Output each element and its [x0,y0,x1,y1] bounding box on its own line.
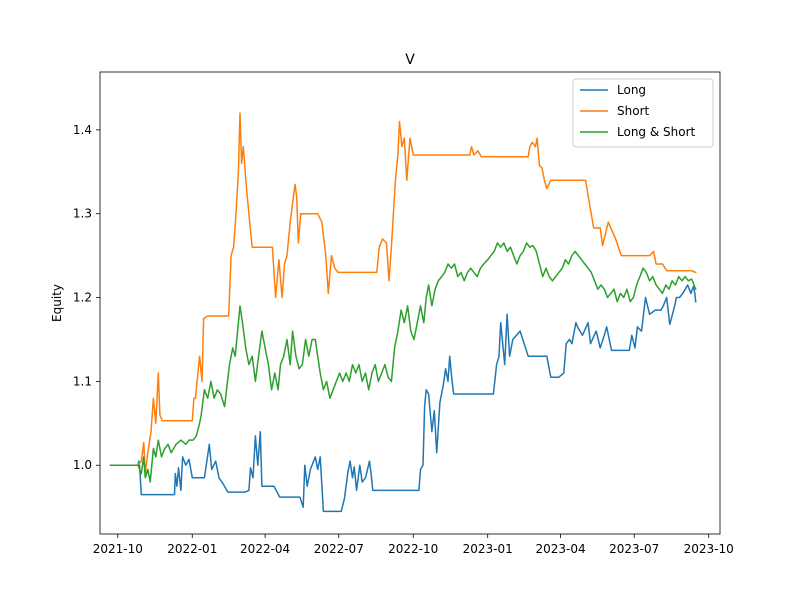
series-line-long [109,284,697,513]
x-tick-label: 2022-04 [240,542,290,556]
legend-label: Long & Short [617,125,696,139]
legend: Long Short Long & Short [572,78,714,148]
y-tick-label: 1.1 [73,374,92,388]
y-axis-ticks: 1.0 1.1 1.2 1.3 1.4 [73,123,100,472]
legend-label: Short [617,104,649,118]
chart-title: V [405,52,415,68]
series-group [109,112,697,513]
legend-label: Long [617,83,646,97]
y-axis-title: Equity [50,284,64,322]
y-tick-label: 1.3 [73,207,92,221]
y-tick-label: 1.2 [73,291,92,305]
x-tick-label: 2021-10 [93,542,143,556]
axes-frame [99,71,721,535]
x-tick-label: 2022-10 [388,542,438,556]
x-axis-ticks: 2021-10 2022-01 2022-04 2022-07 2022-10 2023-… [93,534,734,556]
x-tick-label: 2022-07 [314,542,364,556]
y-tick-label: 1.4 [73,123,92,137]
x-tick-label: 2023-07 [609,542,659,556]
x-tick-label: 2022-01 [167,542,217,556]
series-line-long-short [109,242,697,483]
legend-items: Long Short Long & Short [580,83,696,139]
axes-background [100,72,720,534]
plot-area [100,72,720,534]
legend-box [572,78,714,148]
x-tick-label: 2023-04 [535,542,585,556]
x-tick-label: 2023-01 [463,542,513,556]
y-tick-label: 1.0 [73,458,92,472]
series-line-short [109,112,697,475]
x-tick-label: 2023-10 [684,542,734,556]
